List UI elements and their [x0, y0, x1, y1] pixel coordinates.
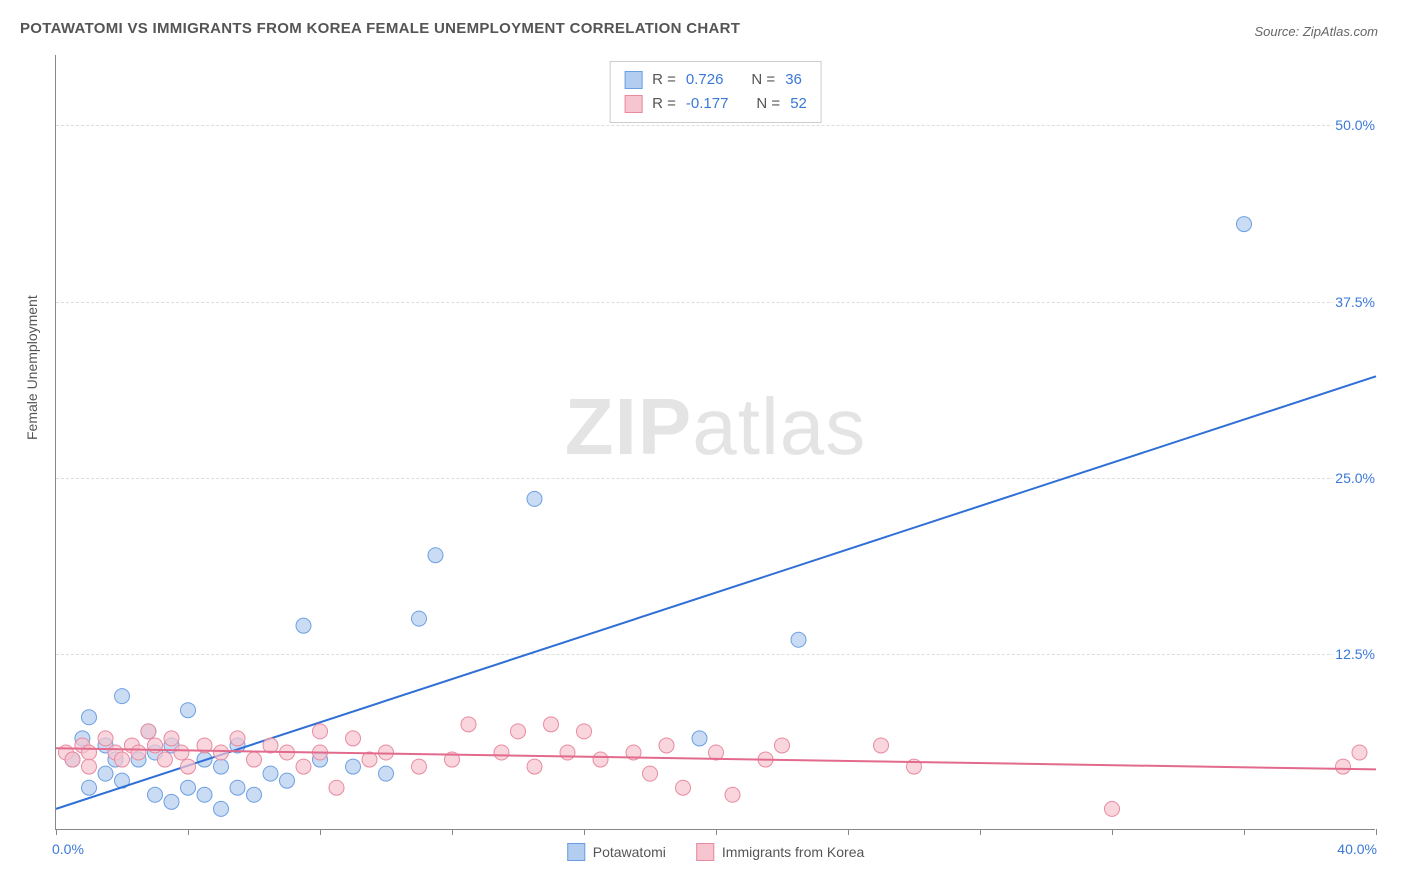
scatter-point — [82, 780, 97, 795]
scatter-point — [164, 731, 179, 746]
scatter-point — [181, 780, 196, 795]
scatter-point — [214, 759, 229, 774]
scatter-point — [346, 731, 361, 746]
scatter-point — [775, 738, 790, 753]
scatter-point — [115, 752, 130, 767]
x-axis-max-label: 40.0% — [1337, 841, 1377, 857]
legend-row: R = -0.177 N = 52 — [624, 92, 807, 116]
scatter-point — [1237, 217, 1252, 232]
scatter-point — [560, 745, 575, 760]
scatter-point — [131, 745, 146, 760]
scatter-point — [82, 745, 97, 760]
scatter-point — [141, 724, 156, 739]
scatter-point — [511, 724, 526, 739]
scatter-point — [874, 738, 889, 753]
plot-area: ZIPatlas 0.0% 40.0% R = 0.726 N = 36 R =… — [55, 55, 1375, 830]
scatter-point — [791, 632, 806, 647]
scatter-point — [659, 738, 674, 753]
scatter-point — [461, 717, 476, 732]
scatter-point — [247, 752, 262, 767]
scatter-point — [181, 703, 196, 718]
scatter-point — [544, 717, 559, 732]
legend-row: R = 0.726 N = 36 — [624, 68, 807, 92]
scatter-point — [98, 766, 113, 781]
y-tick-label: 37.5% — [1333, 294, 1377, 310]
scatter-point — [676, 780, 691, 795]
legend-swatch-korea — [624, 95, 642, 113]
scatter-point — [82, 759, 97, 774]
scatter-point — [164, 794, 179, 809]
scatter-point — [428, 548, 443, 563]
scatter-point — [280, 773, 295, 788]
scatter-point — [346, 759, 361, 774]
scatter-point — [1105, 801, 1120, 816]
scatter-point — [214, 745, 229, 760]
scatter-point — [379, 766, 394, 781]
legend-series: Potawatomi Immigrants from Korea — [567, 843, 865, 861]
scatter-point — [692, 731, 707, 746]
y-axis-title: Female Unemployment — [24, 295, 40, 440]
r-value: -0.177 — [686, 92, 729, 116]
scatter-point — [593, 752, 608, 767]
scatter-point — [577, 724, 592, 739]
scatter-point — [197, 787, 212, 802]
scatter-point — [1336, 759, 1351, 774]
chart-svg — [56, 55, 1375, 829]
scatter-point — [247, 787, 262, 802]
scatter-point — [98, 731, 113, 746]
chart-title: POTAWATOMI VS IMMIGRANTS FROM KOREA FEMA… — [20, 20, 740, 37]
n-value: 36 — [785, 68, 802, 92]
chart-source: Source: ZipAtlas.com — [1254, 24, 1378, 39]
scatter-point — [296, 618, 311, 633]
scatter-point — [527, 759, 542, 774]
legend-label: Potawatomi — [593, 844, 666, 860]
scatter-point — [115, 689, 130, 704]
scatter-point — [174, 745, 189, 760]
y-tick-label: 50.0% — [1333, 117, 1377, 133]
legend-item: Potawatomi — [567, 843, 666, 861]
scatter-point — [214, 801, 229, 816]
n-value: 52 — [790, 92, 807, 116]
y-tick-label: 12.5% — [1333, 646, 1377, 662]
legend-swatch-potawatomi — [567, 843, 585, 861]
scatter-point — [643, 766, 658, 781]
y-tick-label: 25.0% — [1333, 470, 1377, 486]
scatter-point — [329, 780, 344, 795]
scatter-point — [65, 752, 80, 767]
scatter-point — [230, 731, 245, 746]
scatter-point — [725, 787, 740, 802]
scatter-point — [412, 759, 427, 774]
scatter-point — [157, 752, 172, 767]
scatter-point — [709, 745, 724, 760]
scatter-point — [181, 759, 196, 774]
scatter-point — [313, 724, 328, 739]
scatter-point — [263, 766, 278, 781]
regression-line — [56, 376, 1376, 809]
legend-label: Immigrants from Korea — [722, 844, 864, 860]
scatter-point — [230, 780, 245, 795]
legend-item: Immigrants from Korea — [696, 843, 864, 861]
scatter-point — [1352, 745, 1367, 760]
scatter-point — [148, 787, 163, 802]
legend-correlation: R = 0.726 N = 36 R = -0.177 N = 52 — [609, 61, 822, 123]
scatter-point — [494, 745, 509, 760]
x-axis-min-label: 0.0% — [52, 841, 84, 857]
r-value: 0.726 — [686, 68, 724, 92]
scatter-point — [82, 710, 97, 725]
scatter-point — [296, 759, 311, 774]
legend-swatch-korea — [696, 843, 714, 861]
legend-swatch-potawatomi — [624, 71, 642, 89]
scatter-point — [412, 611, 427, 626]
scatter-point — [527, 491, 542, 506]
